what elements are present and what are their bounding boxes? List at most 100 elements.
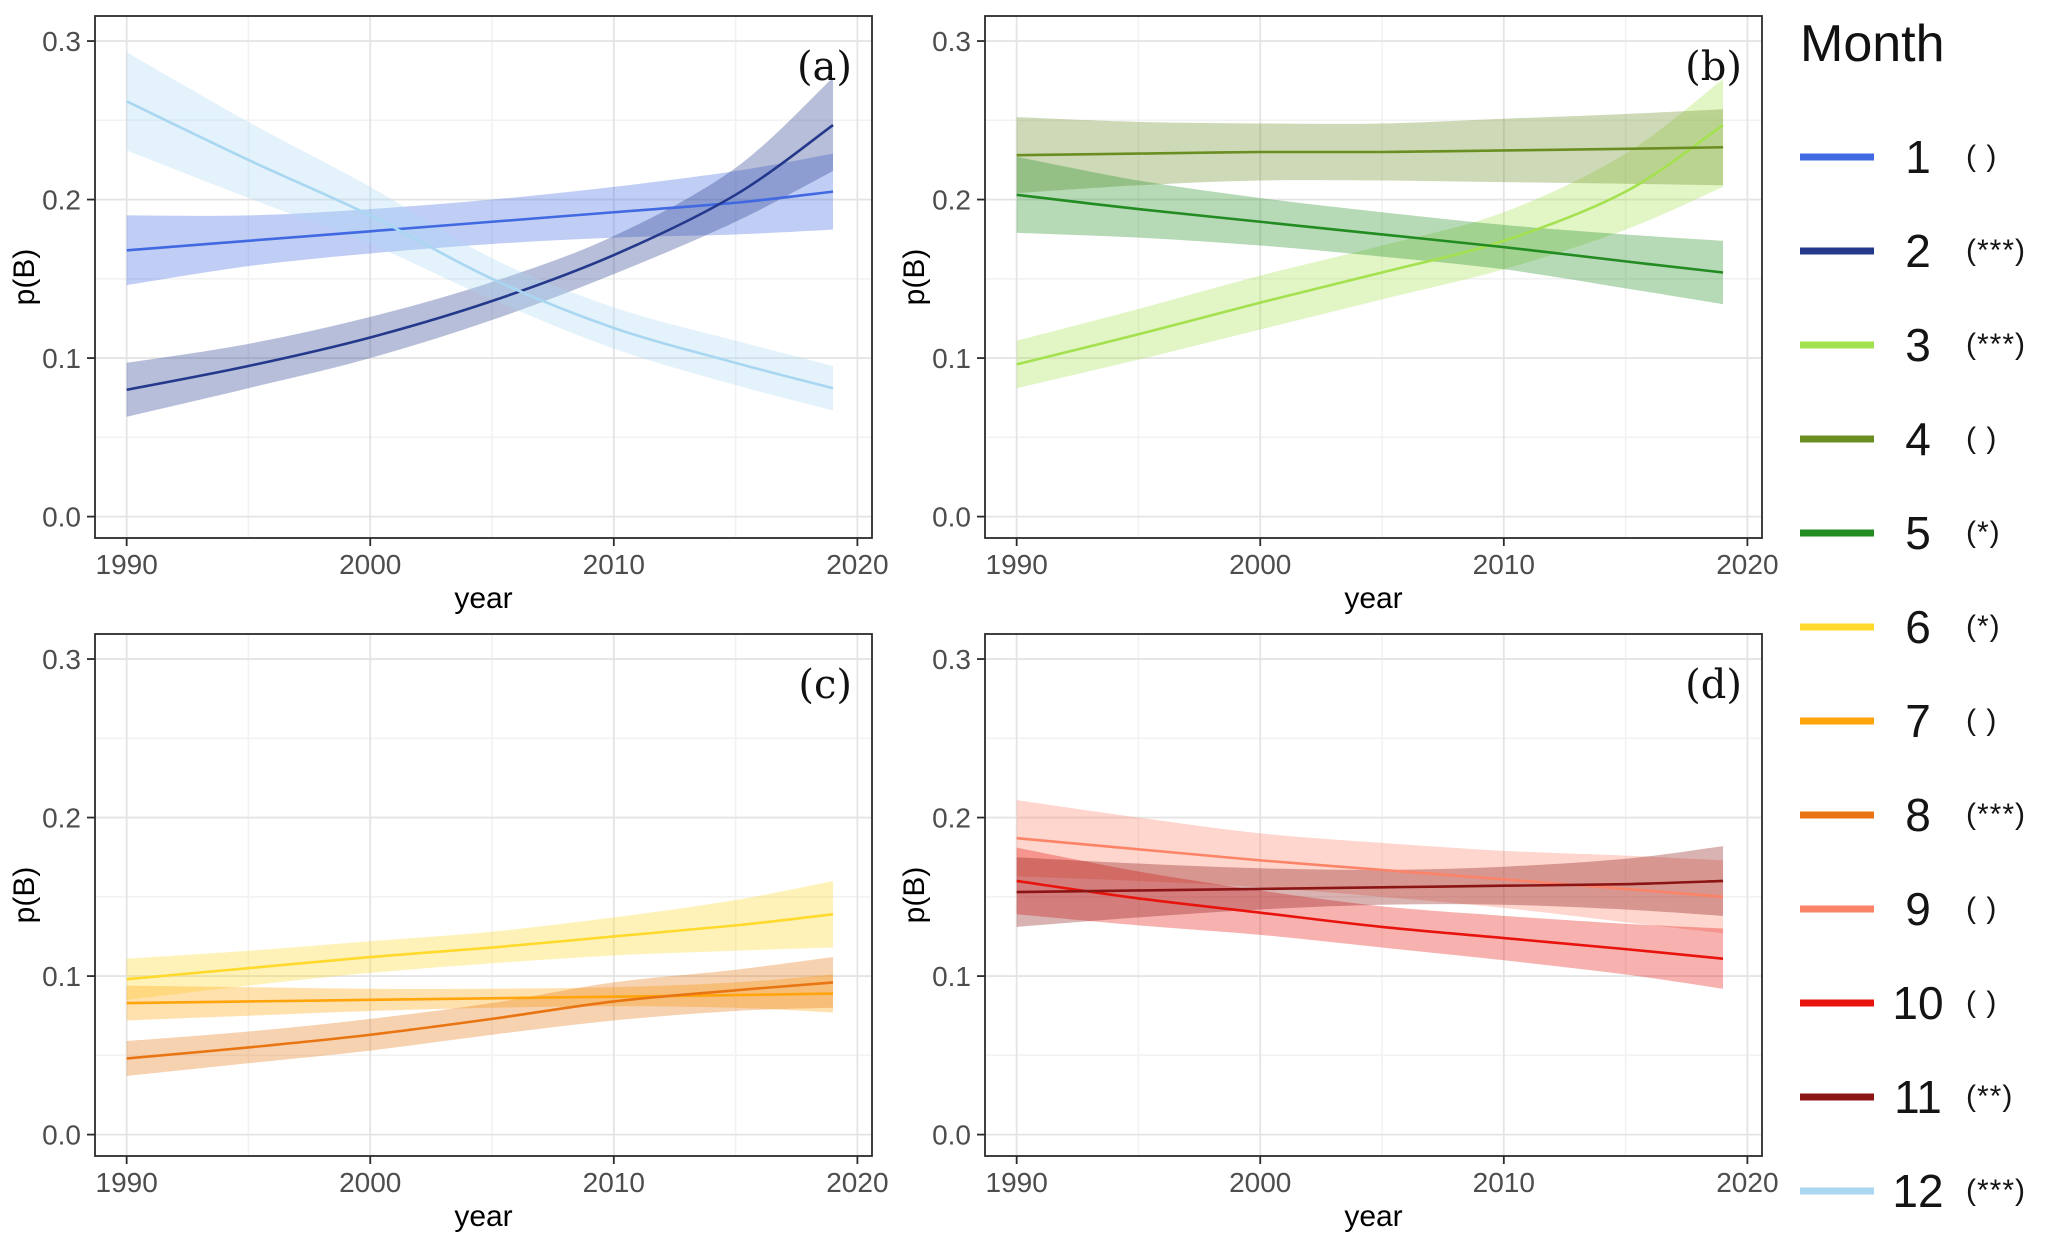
y-tick-label: 0.0 — [42, 502, 81, 533]
y-tick-label: 0.3 — [42, 26, 81, 57]
month-6-swatch-icon — [1800, 623, 1874, 631]
month-11-line — [1016, 879, 1724, 894]
legend-significance: (***) — [1966, 1174, 2027, 1207]
y-tick-label: 0.3 — [42, 644, 81, 675]
x-tick-label: 1990 — [96, 1167, 158, 1198]
minor-gridlines — [95, 16, 872, 538]
x-axis-title: year — [1344, 1200, 1402, 1233]
panel-tag-d: (d) — [1685, 662, 1742, 708]
x-axis-title: year — [454, 1200, 512, 1233]
legend-items: 1 ( ) 2 (***) 3 (***) 4 ( ) 5 (*) 6 (*) 7 ( ) 8 (***) 9 (… — [1790, 110, 2067, 1238]
y-tick-label: 0.1 — [42, 343, 81, 374]
y-tick-label: 0.1 — [932, 343, 971, 374]
month-2-ribbon — [126, 77, 834, 417]
y-axis-title: p(B) — [8, 249, 41, 306]
y-tick-label: 0.3 — [932, 26, 971, 57]
y-tick-label: 0.0 — [932, 502, 971, 533]
legend-month-number: 12 — [1892, 1165, 1944, 1217]
legend-significance: (*) — [1966, 610, 2001, 643]
legend-significance: (***) — [1966, 328, 2027, 361]
panel-border — [94, 633, 873, 1157]
legend-month-number: 3 — [1905, 319, 1931, 371]
month-8-swatch-icon — [1800, 811, 1874, 819]
legend-item-month-7: 7 ( ) — [1790, 674, 2067, 768]
month-12-swatch-icon — [1800, 1187, 1874, 1195]
legend-item-month-4: 4 ( ) — [1790, 392, 2067, 486]
minor-gridlines — [985, 634, 1762, 1156]
legend-month-number: 10 — [1892, 977, 1944, 1029]
month-9-line — [1016, 836, 1724, 899]
month-6-line — [126, 912, 834, 981]
y-axis-title: p(B) — [898, 867, 931, 924]
x-tick-label: 1990 — [96, 549, 158, 580]
month-11-swatch-icon — [1800, 1093, 1874, 1101]
y-axis-title: p(B) — [8, 867, 41, 924]
x-tick-label: 2020 — [826, 549, 888, 580]
x-tick-label: 2010 — [1473, 1167, 1535, 1198]
legend-item-month-12: 12 (***) — [1790, 1144, 2067, 1238]
panel-c-chart: 0.0 0.1 0.2 0.3 1990 2000 2010 2020 year p(B) (c) — [8, 633, 889, 1233]
y-tick-label: 0.1 — [42, 961, 81, 992]
legend-significance: ( ) — [1966, 422, 1998, 455]
legend-significance: (***) — [1966, 798, 2027, 831]
legend-title: Month — [1800, 15, 1945, 73]
month-10-line — [1016, 879, 1724, 960]
x-tick-label: 2010 — [1473, 549, 1535, 580]
legend-item-month-3: 3 (***) — [1790, 298, 2067, 392]
legend-significance: ( ) — [1966, 704, 1998, 737]
month-2-swatch-icon — [1800, 247, 1874, 255]
month-3-swatch-icon — [1800, 341, 1874, 349]
minor-gridlines — [985, 16, 1762, 538]
y-tick-label: 0.0 — [932, 1120, 971, 1151]
x-axis-title: year — [1344, 582, 1402, 615]
y-tick-label: 0.2 — [42, 803, 81, 834]
x-tick-label: 2000 — [1229, 1167, 1291, 1198]
legend-item-month-11: 11 (**) — [1790, 1050, 2067, 1144]
month-4-swatch-icon — [1800, 435, 1874, 443]
x-tick-label: 2000 — [339, 549, 401, 580]
y-tick-label: 0.2 — [42, 185, 81, 216]
legend-month-number: 11 — [1894, 1071, 1942, 1123]
panel-b: 0.0 0.1 0.2 0.3 1990 2000 2010 2020 year p(B) (b) — [890, 0, 1780, 618]
legend-month-number: 1 — [1905, 131, 1931, 183]
month-1-ribbon — [126, 153, 834, 286]
legend-month-number: 5 — [1905, 507, 1931, 559]
axes: 0.0 0.1 0.2 0.3 1990 2000 2010 2020 — [42, 644, 888, 1198]
panel-border — [984, 15, 1763, 539]
x-tick-label: 2000 — [339, 1167, 401, 1198]
y-tick-label: 0.2 — [932, 185, 971, 216]
month-7-swatch-icon — [1800, 717, 1874, 725]
panel-tag-c: (c) — [798, 662, 852, 708]
axes: 0.0 0.1 0.2 0.3 1990 2000 2010 2020 — [932, 644, 1778, 1198]
legend-significance: ( ) — [1966, 986, 1998, 1019]
x-axis-title: year — [454, 582, 512, 615]
month-3-ribbon — [1016, 79, 1724, 389]
x-tick-label: 2010 — [583, 549, 645, 580]
legend-month-number: 7 — [1905, 695, 1931, 747]
panel-b-chart: 0.0 0.1 0.2 0.3 1990 2000 2010 2020 year p(B) (b) — [898, 15, 1779, 615]
y-tick-label: 0.1 — [932, 961, 971, 992]
panel-d: 0.0 0.1 0.2 0.3 1990 2000 2010 2020 year p(B) (d) — [890, 618, 1780, 1236]
legend-item-month-6: 6 (*) — [1790, 580, 2067, 674]
month-12-ribbon — [126, 52, 834, 411]
month-1-swatch-icon — [1800, 153, 1874, 161]
month-7-line — [126, 992, 834, 1005]
panel-c: 0.0 0.1 0.2 0.3 1990 2000 2010 2020 year p(B) (c) — [0, 618, 890, 1236]
panel-tag-a: (a) — [797, 44, 852, 90]
y-tick-label: 0.3 — [932, 644, 971, 675]
month-10-swatch-icon — [1800, 999, 1874, 1007]
legend-item-month-10: 10 ( ) — [1790, 956, 2067, 1050]
month-9-swatch-icon — [1800, 905, 1874, 913]
month-12-line — [126, 100, 834, 390]
month-2-line — [126, 124, 834, 392]
panel-border — [984, 633, 1763, 1157]
y-tick-label: 0.0 — [42, 1120, 81, 1151]
legend-month-number: 9 — [1905, 883, 1931, 935]
x-tick-label: 2020 — [826, 1167, 888, 1198]
month-10-ribbon — [1016, 847, 1724, 989]
legend-month-number: 4 — [1905, 413, 1931, 465]
legend-month-number: 2 — [1905, 225, 1931, 277]
y-tick-label: 0.2 — [932, 803, 971, 834]
month-3-line — [1016, 123, 1724, 366]
legend-significance: (***) — [1966, 234, 2027, 267]
